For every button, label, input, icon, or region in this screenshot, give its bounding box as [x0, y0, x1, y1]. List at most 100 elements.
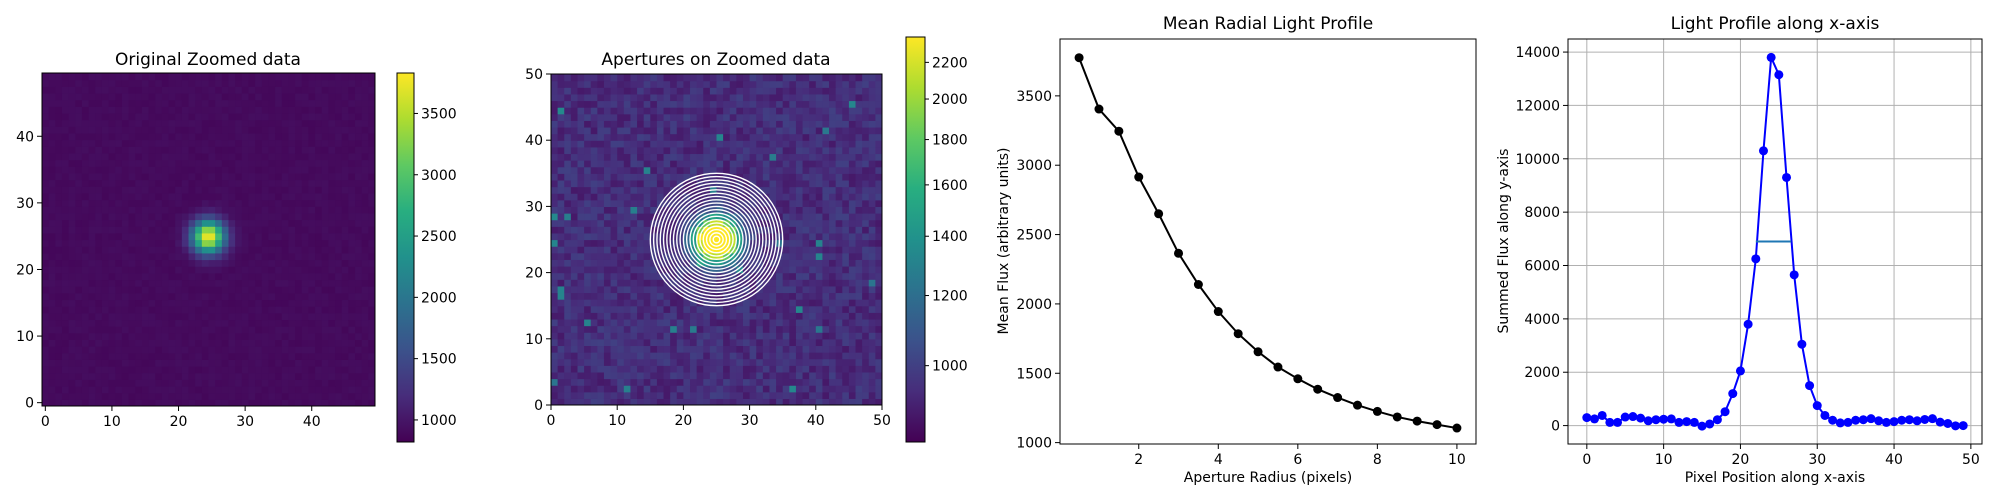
pixel	[308, 326, 316, 334]
pixel	[756, 318, 764, 327]
pixel	[570, 385, 579, 393]
pixel	[623, 272, 632, 280]
pixel	[108, 166, 116, 174]
pixel	[228, 266, 236, 274]
pixel	[215, 379, 223, 387]
pixel	[742, 318, 751, 327]
pixel	[597, 358, 605, 366]
pixel	[742, 133, 751, 141]
pixel	[368, 392, 375, 400]
pixel	[584, 305, 592, 313]
pixel	[643, 358, 651, 366]
pixel	[115, 246, 123, 254]
pixel	[862, 279, 870, 287]
pixel	[762, 246, 771, 254]
pixel	[597, 279, 605, 287]
pixel	[756, 385, 764, 393]
pixel	[736, 305, 744, 313]
pixel	[328, 312, 336, 321]
pixel	[610, 232, 618, 241]
pixel	[815, 199, 824, 207]
pixel	[281, 99, 290, 107]
pixel	[676, 133, 684, 141]
pixel	[564, 305, 572, 313]
pixel	[822, 193, 830, 201]
pixel	[301, 266, 309, 274]
pixel	[255, 106, 263, 114]
pixel	[121, 239, 130, 247]
pixel	[756, 93, 764, 102]
pixel	[141, 346, 150, 354]
pixel	[848, 385, 857, 393]
pixel	[597, 140, 605, 148]
pixel	[135, 399, 143, 406]
pixel	[643, 193, 651, 201]
pixel	[564, 272, 572, 280]
pixel	[361, 132, 369, 141]
pixel	[228, 239, 236, 247]
pixel	[617, 133, 625, 141]
pixel	[355, 326, 363, 334]
pixel	[776, 246, 784, 254]
pixel	[215, 399, 223, 406]
pixel	[361, 279, 369, 287]
pixel	[321, 399, 329, 406]
pixel	[328, 239, 336, 247]
pixel	[228, 272, 236, 281]
pixel	[603, 179, 612, 188]
pixel	[281, 112, 290, 121]
pixel	[341, 292, 349, 301]
pixel	[782, 153, 790, 161]
pixel	[255, 246, 263, 254]
pixel	[188, 332, 196, 340]
pixel	[81, 326, 90, 334]
pixel	[141, 326, 150, 334]
pixel	[335, 166, 343, 174]
pixel	[68, 366, 76, 374]
pixel	[551, 345, 559, 353]
pixel	[630, 146, 638, 155]
pixel	[148, 392, 156, 400]
pixel	[637, 325, 645, 333]
pixel	[703, 385, 711, 393]
pixel	[215, 212, 223, 221]
pixel	[703, 133, 711, 141]
pixel	[756, 193, 764, 201]
pixel	[335, 192, 343, 201]
pixel	[261, 332, 270, 340]
pixel	[328, 219, 336, 227]
pixel	[281, 372, 290, 380]
pixel	[663, 153, 671, 161]
pixel	[610, 87, 618, 95]
pixel	[341, 299, 349, 307]
pixel	[201, 166, 210, 174]
pixel	[335, 392, 343, 400]
pixel	[68, 266, 76, 274]
pixel	[208, 319, 216, 327]
pixel	[603, 186, 612, 194]
pixel	[815, 299, 824, 307]
pixel	[590, 279, 598, 287]
pixel	[288, 166, 296, 174]
pixel	[355, 126, 363, 134]
pixel	[617, 193, 625, 201]
pixel	[148, 226, 156, 234]
pixel	[762, 166, 771, 174]
pixel	[181, 299, 190, 307]
pixel	[215, 192, 223, 201]
pixel	[690, 166, 698, 174]
pixel	[181, 366, 190, 374]
pixel	[155, 319, 163, 327]
pixel	[610, 173, 618, 181]
pixel	[48, 219, 56, 227]
pixel	[723, 279, 731, 287]
pixel	[88, 86, 96, 94]
pixel	[756, 160, 764, 168]
pixel	[121, 199, 130, 207]
pixel	[42, 306, 50, 314]
pixel	[121, 73, 130, 81]
pixel	[61, 86, 70, 94]
pixel	[643, 232, 651, 241]
pixel	[829, 246, 837, 254]
pixel	[295, 392, 303, 400]
